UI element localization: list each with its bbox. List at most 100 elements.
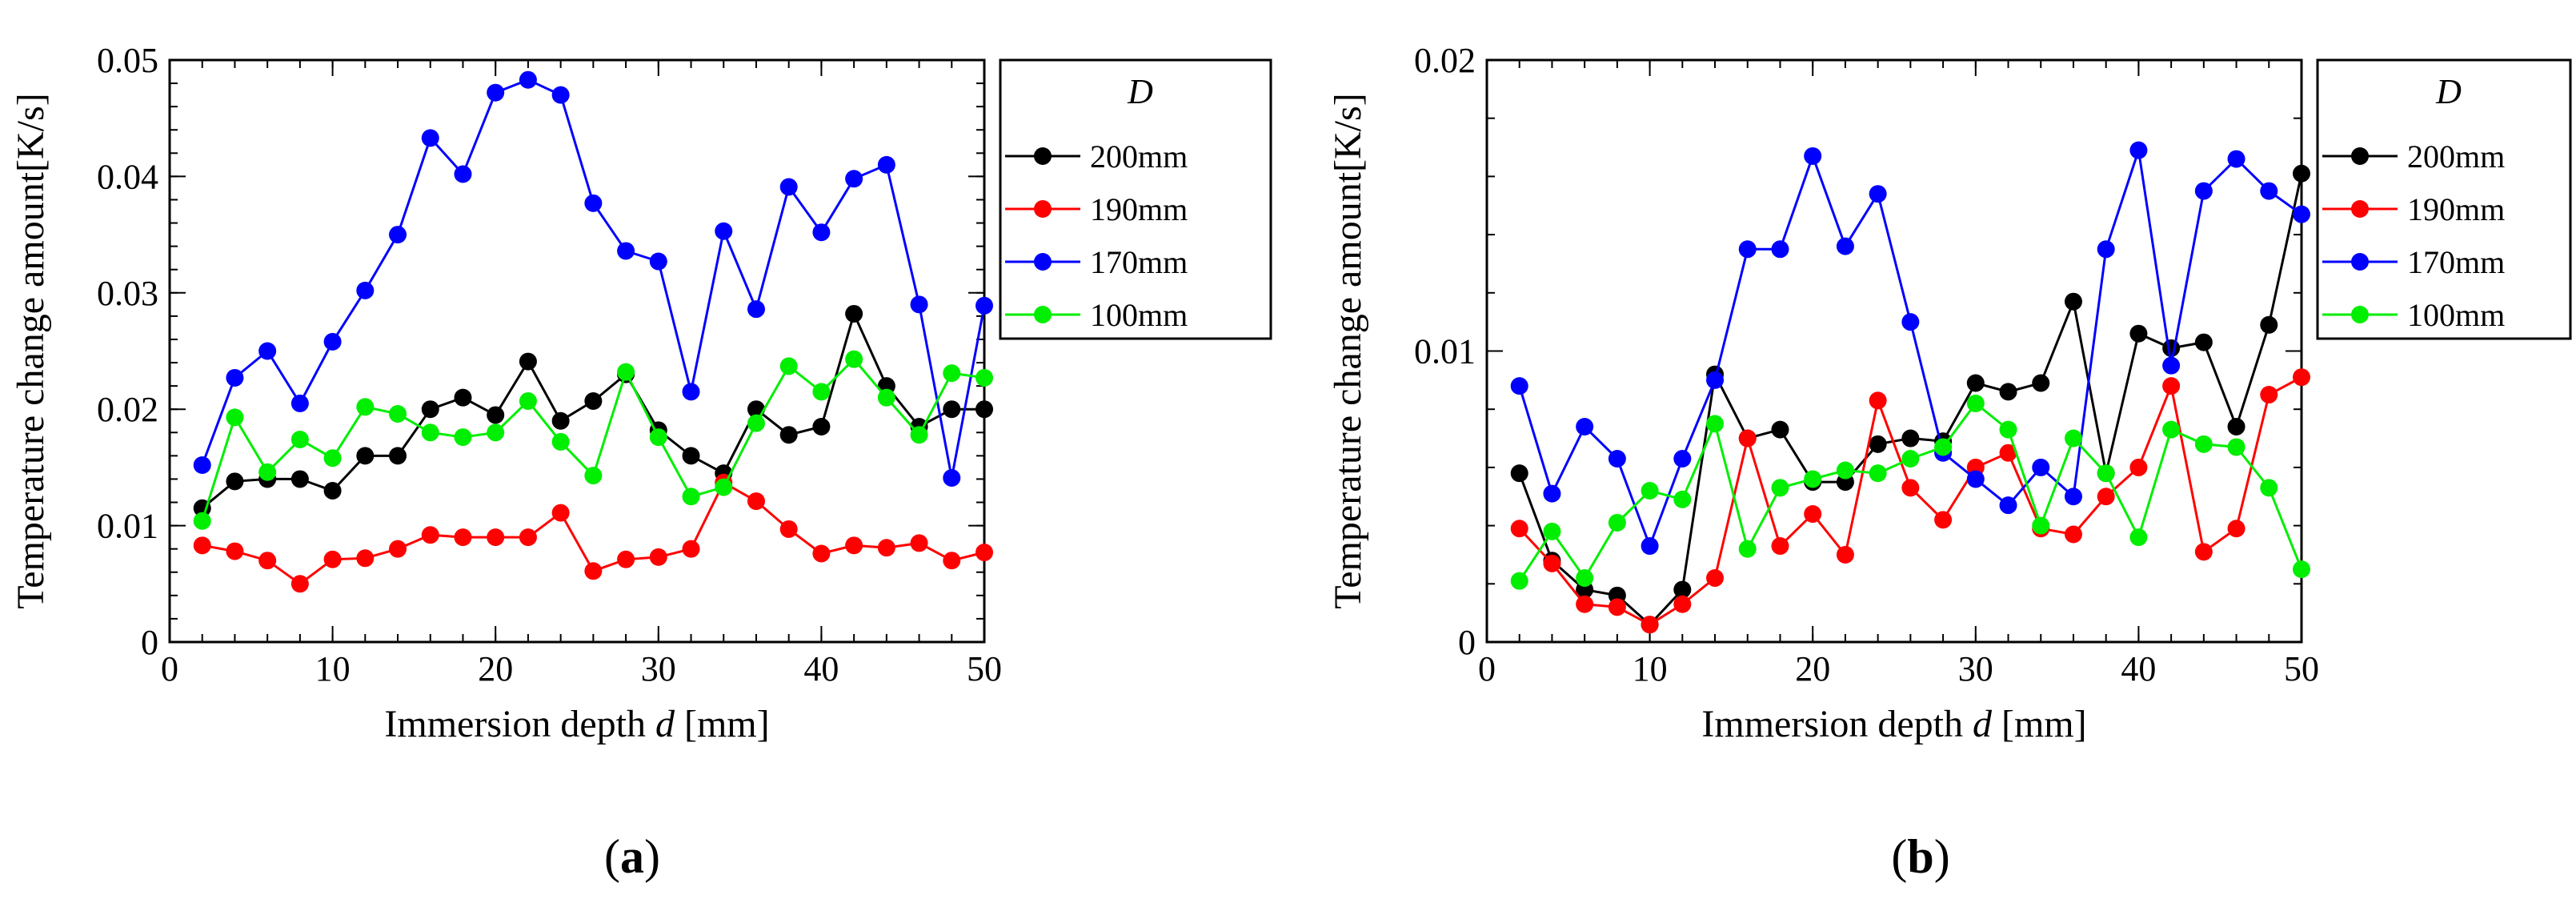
- data-point-170mm: [1999, 496, 2017, 515]
- data-point-190mm: [2097, 488, 2115, 506]
- data-point-200mm: [1999, 383, 2017, 401]
- x-tick-label: 0: [1478, 649, 1496, 688]
- legend-marker-190mm: [2351, 200, 2369, 218]
- y-tick-label: 0.02: [1414, 41, 1476, 80]
- data-point-170mm: [2194, 182, 2213, 200]
- data-point-170mm: [910, 295, 928, 314]
- data-point-190mm: [2227, 520, 2245, 538]
- legend-marker-100mm: [1034, 306, 1052, 323]
- legend-marker-200mm: [1034, 147, 1052, 165]
- data-point-100mm: [1934, 438, 1953, 456]
- data-point-100mm: [2032, 516, 2050, 535]
- x-tick-label: 50: [967, 649, 1002, 688]
- data-point-170mm: [1771, 240, 1789, 259]
- data-point-170mm: [976, 296, 993, 315]
- x-axis-title: Immersion depth d [mm]: [384, 703, 769, 745]
- legend-title: D: [1127, 72, 1153, 111]
- data-point-100mm: [1543, 522, 1561, 540]
- data-point-190mm: [1673, 595, 1692, 613]
- data-point-190mm: [1771, 537, 1789, 556]
- x-axis-title-space: [646, 703, 655, 745]
- data-point-200mm: [323, 481, 342, 500]
- plot-frame: [168, 58, 986, 644]
- data-point-170mm: [519, 70, 537, 89]
- data-point-200mm: [976, 400, 993, 419]
- caption-paren: (: [604, 830, 620, 883]
- data-point-200mm: [845, 304, 863, 323]
- data-point-100mm: [258, 463, 277, 481]
- data-point-100mm: [551, 432, 570, 451]
- y-tick-label: 0.05: [97, 41, 158, 80]
- data-point-100mm: [877, 388, 895, 407]
- data-point-200mm: [2227, 418, 2245, 436]
- data-point-190mm: [845, 536, 863, 555]
- data-point-200mm: [1771, 420, 1789, 439]
- y-axis-title: Temperature change amount[K/s]: [1327, 93, 1369, 608]
- data-point-170mm: [389, 226, 407, 244]
- data-point-100mm: [747, 414, 765, 432]
- chart-panel-b: 0 10 20 30 40 50 0 0.01 0.02 Immersion depth d [m…: [1327, 41, 2572, 883]
- data-point-170mm: [1869, 185, 1887, 203]
- data-point-200mm: [1901, 429, 1920, 447]
- data-point-100mm: [584, 467, 603, 485]
- data-point-100mm: [715, 478, 733, 496]
- x-tick-label: 40: [803, 649, 839, 688]
- data-point-170mm: [323, 332, 342, 351]
- legend-box: [2316, 58, 2572, 340]
- data-point-200mm: [584, 392, 603, 411]
- data-point-170mm: [487, 83, 505, 102]
- data-point-190mm: [1804, 505, 1822, 524]
- data-point-100mm: [812, 383, 831, 401]
- data-point-170mm: [2162, 356, 2181, 375]
- x-tick-label: 30: [641, 649, 676, 688]
- data-point-190mm: [1901, 479, 1920, 497]
- legend-label: 190mm: [1090, 191, 1188, 227]
- data-point-170mm: [779, 178, 798, 196]
- data-point-170mm: [584, 194, 603, 212]
- data-point-200mm: [779, 426, 798, 444]
- x-axis-title-text: Immersion depth: [1701, 703, 1963, 745]
- x-tick-label: 0: [161, 649, 178, 688]
- data-point-190mm: [1543, 554, 1561, 572]
- data-point-190mm: [617, 550, 635, 568]
- data-point-190mm: [519, 528, 537, 547]
- data-point-190mm: [323, 550, 342, 568]
- data-point-100mm: [2227, 438, 2245, 456]
- data-point-200mm: [519, 352, 537, 371]
- data-point-100mm: [193, 512, 211, 530]
- data-point-100mm: [421, 423, 439, 442]
- data-point-170mm: [2129, 141, 2148, 159]
- data-point-200mm: [487, 406, 505, 424]
- data-point-200mm: [2032, 374, 2050, 392]
- data-point-170mm: [421, 129, 439, 147]
- x-tick-label: 10: [315, 649, 351, 688]
- data-point-100mm: [1641, 481, 1659, 500]
- legend-label: 200mm: [1090, 138, 1188, 175]
- data-point-200mm: [226, 472, 244, 491]
- legend-title: D: [2435, 72, 2462, 111]
- data-point-190mm: [1934, 511, 1953, 529]
- data-point-170mm: [1673, 449, 1692, 468]
- data-point-200mm: [290, 470, 309, 488]
- caption-paren: ): [1934, 830, 1950, 883]
- panel-caption: (b): [1891, 830, 1949, 883]
- data-point-100mm: [2097, 464, 2115, 483]
- data-point-100mm: [487, 423, 505, 442]
- data-point-170mm: [2032, 458, 2050, 476]
- data-point-100mm: [1999, 420, 2017, 439]
- data-point-190mm: [258, 552, 277, 570]
- legend-marker-100mm: [2351, 306, 2369, 323]
- data-point-200mm: [2260, 315, 2278, 334]
- legend-label: 190mm: [2407, 191, 2505, 227]
- data-point-170mm: [715, 222, 733, 240]
- data-point-190mm: [2064, 525, 2082, 544]
- data-point-100mm: [1738, 540, 1757, 558]
- x-axis-title-space: [1992, 703, 2001, 745]
- data-point-170mm: [747, 300, 765, 319]
- legend-marker-200mm: [2351, 147, 2369, 165]
- data-point-200mm: [1869, 435, 1887, 453]
- x-tick-label: 50: [2284, 649, 2319, 688]
- data-point-190mm: [682, 540, 700, 558]
